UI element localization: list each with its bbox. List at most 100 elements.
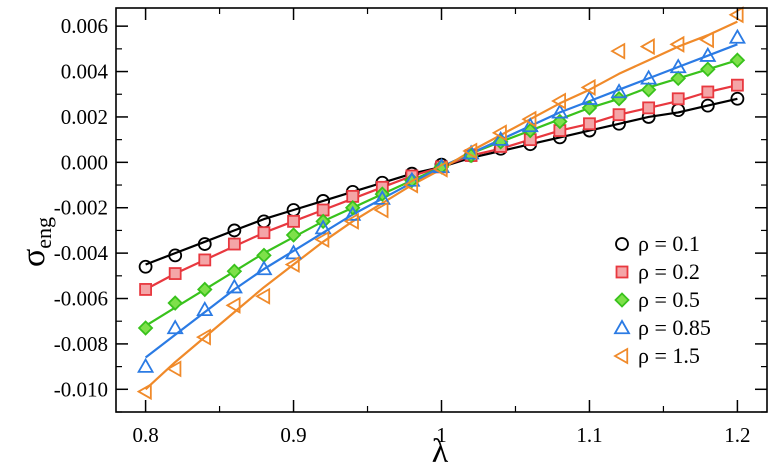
data-point (287, 214, 300, 228)
data-point (580, 78, 596, 96)
data-point (255, 260, 273, 276)
legend-label-5: ρ = 1.5 (638, 343, 700, 368)
data-point (373, 201, 389, 219)
data-point (284, 244, 303, 260)
legend-marker-4 (613, 319, 631, 335)
legend-marker-2 (615, 265, 629, 279)
data-point (551, 92, 567, 110)
data-point (610, 42, 626, 60)
y-tick-label: -0.008 (54, 332, 108, 356)
y-axis-ticks: 0.006 0.004 0.002 0.000 -0.002 -0.004 -0.006 -0… (54, 14, 767, 413)
data-point (639, 38, 655, 56)
y-tick-label: -0.004 (54, 241, 109, 265)
data-point (225, 278, 243, 294)
y-tick-label: 0.006 (61, 14, 108, 38)
x-tick-label: 1.1 (576, 423, 602, 447)
data-point (195, 328, 211, 346)
y-tick-label: 0.004 (61, 60, 109, 84)
data-point (729, 52, 746, 68)
legend-marker-1 (615, 237, 629, 251)
data-point (700, 61, 716, 78)
data-point (168, 267, 182, 280)
data-point (226, 263, 243, 280)
x-tick-label: 0.9 (280, 423, 306, 447)
data-point (669, 58, 687, 74)
data-point (728, 6, 744, 24)
data-point (227, 237, 241, 251)
data-point (699, 31, 714, 49)
fit-line-series-3 (145, 59, 738, 327)
data-point (284, 255, 300, 274)
data-point (167, 295, 183, 311)
data-point (255, 287, 271, 305)
x-tick-label: 1.2 (724, 423, 750, 447)
data-point (373, 189, 391, 205)
data-point (612, 108, 626, 122)
legend-label-4: ρ = 0.85 (638, 315, 711, 340)
data-point (225, 296, 241, 314)
data-point (136, 383, 152, 401)
data-point (640, 69, 658, 85)
y-tick-label: -0.002 (54, 196, 108, 220)
data-point (521, 110, 537, 128)
legend-label-1: ρ = 0.1 (638, 231, 700, 256)
data-point (137, 320, 154, 336)
data-point (491, 124, 507, 142)
x-axis-label: λ (432, 433, 449, 468)
data-point (314, 219, 332, 235)
data-point (671, 103, 686, 118)
data-point (138, 259, 153, 274)
data-point (403, 176, 419, 194)
data-point (728, 28, 746, 44)
data-point (580, 89, 599, 105)
data-point (196, 301, 214, 317)
data-point (196, 281, 213, 298)
data-point (197, 237, 212, 251)
data-point (227, 223, 242, 238)
series-5-markers (136, 6, 744, 401)
data-point (583, 117, 596, 131)
data-point (701, 85, 715, 99)
x-tick-label: 0.8 (132, 423, 158, 447)
data-point (344, 205, 362, 221)
data-point (670, 70, 687, 87)
data-point (166, 319, 184, 335)
data-point (669, 35, 685, 53)
y-tick-label: 0.000 (61, 150, 108, 174)
y-axis-label-sub: eng (31, 217, 56, 249)
data-point (700, 98, 715, 113)
legend: ρ = 0.1 ρ = 0.2 ρ = 0.5 ρ = 0.85 ρ = 1.5 (613, 231, 711, 368)
data-point (139, 283, 152, 296)
y-tick-label: 0.002 (61, 105, 108, 129)
data-point (166, 360, 182, 378)
legend-marker-3 (614, 292, 630, 308)
data-point (610, 83, 628, 99)
data-point (462, 142, 478, 160)
x-axis-ticks: 0.8 0.9 1 1.1 1.2 (132, 8, 751, 447)
data-point (168, 248, 183, 263)
x-tick-label: 1 (436, 423, 447, 447)
data-point (642, 101, 656, 115)
data-point (314, 230, 330, 249)
data-point (551, 103, 569, 119)
data-point (343, 212, 359, 230)
data-point (432, 160, 448, 178)
legend-marker-5 (613, 347, 629, 365)
data-markers (136, 6, 746, 401)
data-point (137, 357, 155, 373)
data-point (257, 226, 271, 240)
y-tick-label: -0.006 (54, 287, 108, 311)
series-2-markers (139, 78, 744, 296)
data-point (640, 81, 657, 98)
legend-label-3: ρ = 0.5 (638, 287, 700, 312)
series-4-markers (137, 28, 746, 373)
y-axis-label: σeng (15, 217, 56, 267)
y-axis-label-main: σ (15, 249, 52, 267)
data-point (198, 253, 212, 267)
data-point (730, 91, 745, 106)
data-point (699, 46, 717, 62)
data-point (285, 227, 302, 243)
data-point (731, 78, 744, 92)
y-tick-label: -0.010 (54, 377, 108, 401)
